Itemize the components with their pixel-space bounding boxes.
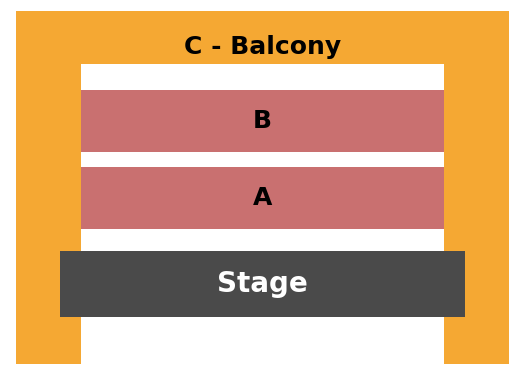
Bar <box>81 90 444 152</box>
Text: C - Balcony: C - Balcony <box>184 35 341 59</box>
Bar <box>60 251 465 317</box>
Text: A: A <box>253 186 272 210</box>
Text: B: B <box>253 109 272 133</box>
Text: Stage: Stage <box>217 270 308 298</box>
Bar <box>81 167 444 229</box>
Bar <box>81 64 444 364</box>
